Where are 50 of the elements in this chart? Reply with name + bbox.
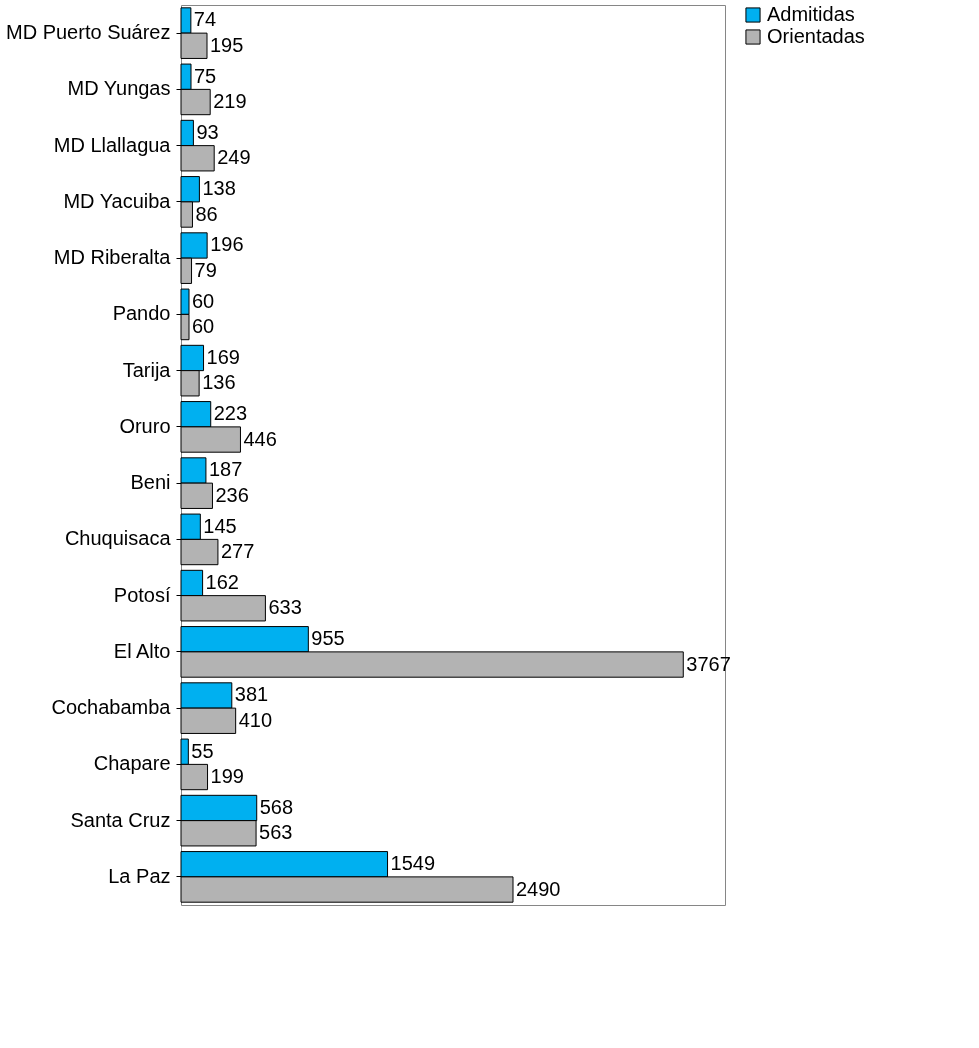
y-tick-label: Chuquisaca [64, 527, 172, 550]
y-tick-label: Santa Cruz [70, 808, 171, 831]
data-label: 55 [191, 739, 214, 762]
data-label: 79 [194, 258, 217, 281]
data-label: 955 [311, 627, 345, 650]
data-label: 249 [217, 146, 251, 169]
data-label: 236 [215, 483, 249, 506]
data-label: 169 [206, 345, 240, 368]
y-tick-label: MD Yungas [67, 77, 171, 100]
y-tick-label: MD Riberalta [53, 246, 172, 269]
data-label: 74 [193, 8, 217, 31]
y-tick-label: MD Puerto Suárez [5, 21, 171, 44]
data-label: 563 [259, 821, 293, 844]
data-label: 3767 [686, 652, 731, 675]
data-label: 145 [203, 514, 237, 537]
y-tick-label: Oruro [119, 414, 171, 437]
data-label: 568 [259, 795, 294, 818]
legend-label: Admitidas [767, 3, 855, 25]
y-tick-label: El Alto [113, 639, 171, 662]
data-label: 60 [192, 289, 215, 312]
y-tick-label: Pando [112, 302, 171, 325]
y-tick-label: MD Yacuiba [63, 189, 172, 212]
data-label: 196 [210, 233, 244, 256]
data-label: 162 [205, 570, 239, 593]
data-label: 223 [213, 402, 248, 425]
y-tick-label: Chapare [93, 752, 171, 775]
y-tick-label: Beni [130, 471, 171, 494]
data-label: 219 [213, 90, 247, 113]
data-label: 199 [210, 765, 244, 788]
data-label: 93 [196, 120, 219, 143]
data-label: 187 [208, 458, 243, 481]
data-label: 410 [238, 708, 273, 731]
y-tick-label: Cochabamba [51, 696, 172, 719]
y-tick-label: La Paz [108, 864, 171, 887]
data-label: 75 [194, 64, 217, 87]
data-label: 195 [210, 33, 244, 56]
y-tick-label: MD Llallagua [53, 133, 172, 156]
data-label: 138 [202, 177, 236, 200]
data-label: 1549 [390, 852, 436, 875]
data-label: 446 [243, 427, 277, 450]
data-label: 2490 [516, 877, 561, 900]
data-label: 136 [202, 371, 236, 394]
data-label: 60 [192, 315, 215, 338]
y-tick-label: Potosí [113, 583, 171, 606]
data-label: 86 [195, 202, 218, 225]
data-label: 277 [220, 540, 255, 563]
legend-label: Orientadas [767, 25, 865, 47]
data-label: 381 [234, 683, 269, 706]
y-tick-label: Tarija [122, 358, 172, 381]
data-label: 633 [268, 596, 302, 619]
